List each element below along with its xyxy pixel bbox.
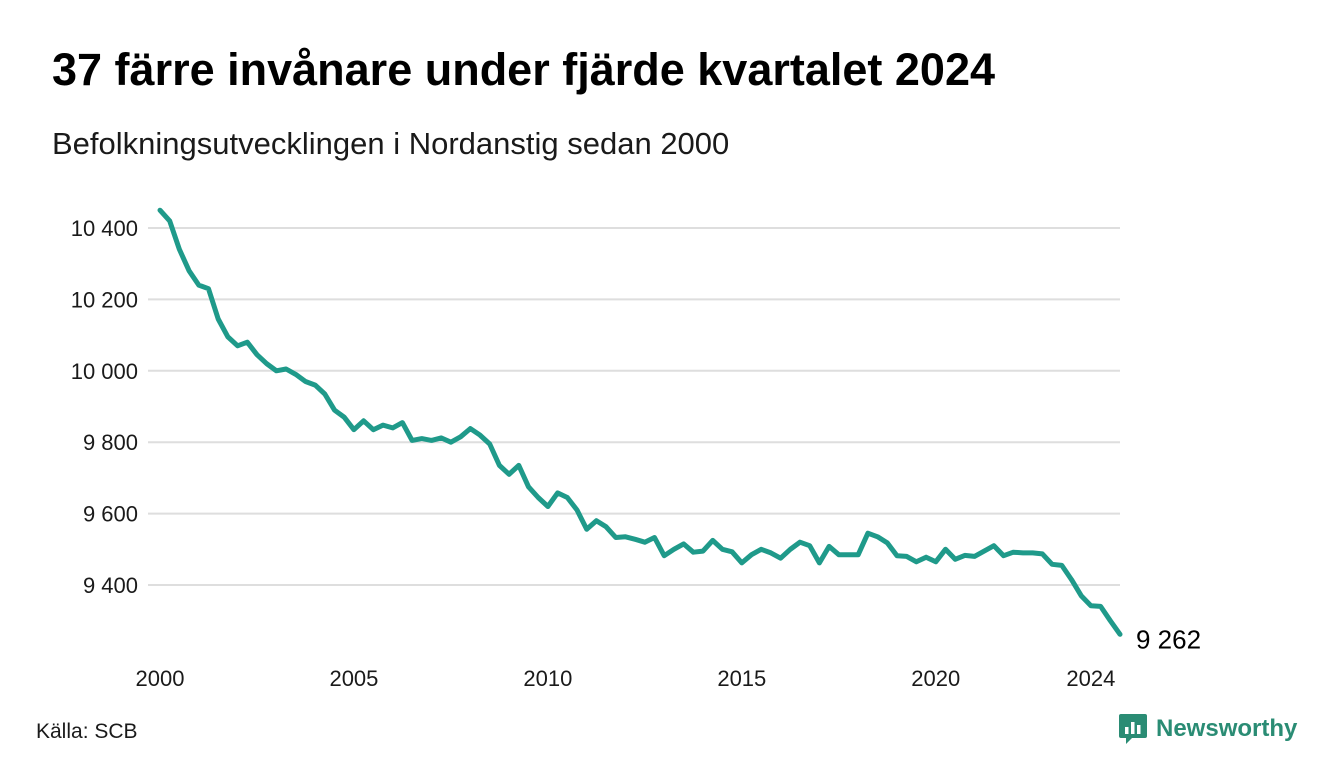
x-tick-labels: 2000 2005 2010 2015 2020 2024: [136, 666, 1116, 691]
chart-title: 37 färre invånare under fjärde kvartalet…: [52, 44, 996, 95]
x-tick-label-2000: 2000: [136, 666, 185, 691]
y-tick-label-10000: 10 000: [71, 359, 138, 384]
brand-name: Newsworthy: [1156, 715, 1298, 742]
x-tick-label-2005: 2005: [329, 666, 378, 691]
x-tick-label-2015: 2015: [717, 666, 766, 691]
grid-lines: [148, 227, 1120, 586]
newsworthy-logo: Newsworthy: [1118, 712, 1297, 746]
chart-subtitle: Befolkningsutvecklingen i Nordanstig sed…: [52, 126, 730, 161]
y-tick-label-9400: 9 400: [83, 573, 138, 598]
source-note: Källa: SCB: [36, 720, 138, 743]
y-tick-labels: 9 400 9 600 9 800 10 000 10 200 10 400: [71, 216, 138, 598]
x-tick-label-2010: 2010: [523, 666, 572, 691]
y-tick-label-9800: 9 800: [83, 430, 138, 455]
end-value-label: 9 262: [1136, 624, 1201, 654]
y-tick-label-10400: 10 400: [71, 216, 138, 241]
x-tick-label-2024: 2024: [1066, 666, 1115, 691]
series-layer: [157, 207, 1123, 637]
y-tick-label-10200: 10 200: [71, 287, 138, 312]
newsworthy-logo-icon: [1119, 714, 1147, 744]
y-tick-label-9600: 9 600: [83, 502, 138, 527]
end-label-layer: 9 262: [1136, 624, 1201, 654]
x-tick-label-2020: 2020: [911, 666, 960, 691]
series-line-0: [157, 207, 1123, 637]
